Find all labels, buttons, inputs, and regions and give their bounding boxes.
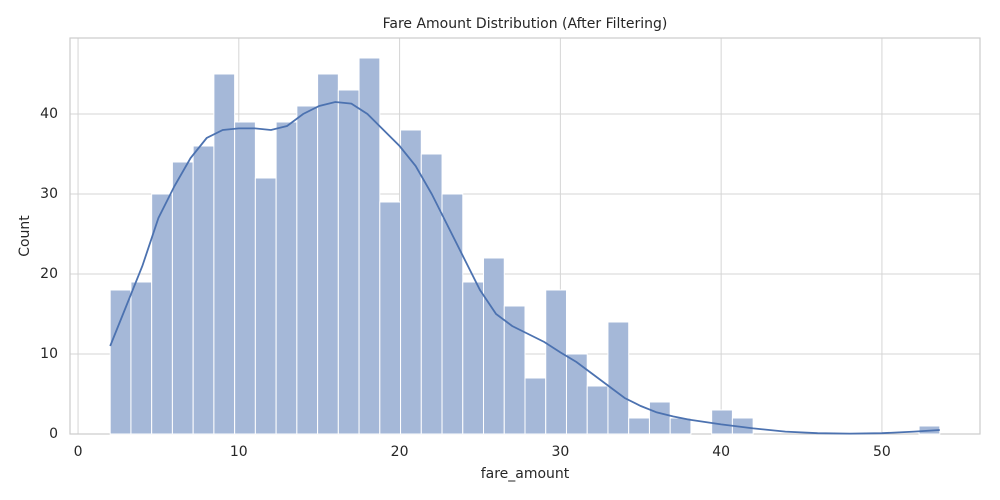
bar (545, 289, 567, 435)
bar (462, 281, 485, 435)
bar (420, 153, 443, 435)
bar (565, 353, 588, 435)
bar (130, 281, 153, 435)
x-tick-label: 40 (712, 444, 730, 460)
bar (254, 177, 277, 435)
y-tick-label: 10 (40, 346, 58, 362)
bar (337, 89, 360, 435)
bar (711, 409, 733, 435)
y-tick-label: 20 (40, 266, 58, 282)
x-tick-label: 10 (230, 444, 248, 460)
bar (109, 289, 132, 435)
chart-title: Fare Amount Distribution (After Filterin… (383, 16, 668, 32)
bar (669, 417, 692, 435)
y-axis-label: Count (17, 215, 33, 257)
y-tick-label: 0 (49, 426, 58, 442)
bar (607, 321, 630, 435)
x-tick-label: 20 (391, 444, 409, 460)
bar (358, 57, 381, 435)
bar (234, 121, 256, 435)
bar (483, 257, 505, 435)
bar (296, 105, 319, 435)
kde-line (109, 101, 940, 435)
bar (213, 73, 236, 435)
bar (586, 385, 609, 435)
x-tick-label: 50 (873, 444, 891, 460)
bar (628, 417, 650, 435)
y-tick-label: 30 (40, 186, 58, 202)
y-tick-label: 40 (40, 106, 58, 122)
bar (192, 145, 215, 435)
bar (648, 401, 671, 435)
bar (400, 129, 422, 435)
bar (275, 121, 298, 435)
bar (171, 161, 194, 435)
bar (503, 305, 526, 435)
bar (524, 377, 547, 435)
x-tick-label: 0 (74, 444, 83, 460)
x-tick-label: 30 (551, 444, 569, 460)
bar (441, 193, 464, 435)
bar (379, 201, 402, 435)
bar (317, 73, 339, 435)
x-axis-label: fare_amount (481, 466, 570, 482)
